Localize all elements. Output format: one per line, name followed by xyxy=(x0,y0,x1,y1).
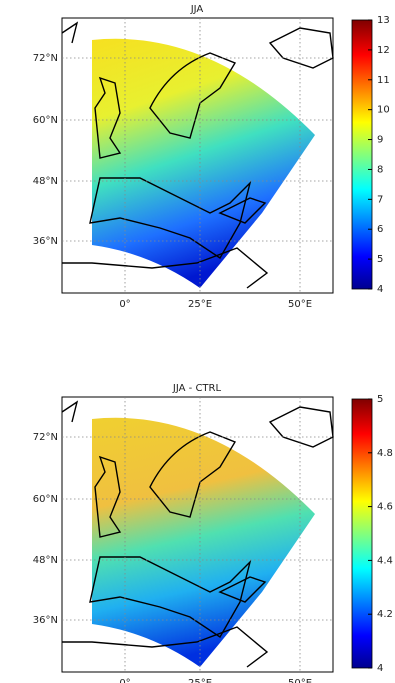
map-field xyxy=(92,417,315,667)
lon-label: 0° xyxy=(119,299,130,310)
colorbar-label: 11 xyxy=(377,75,390,86)
lon-label: 25°E xyxy=(188,299,212,310)
lat-label: 72°N xyxy=(33,432,58,443)
map-field xyxy=(92,38,315,288)
colorbar-label: 7 xyxy=(377,194,383,205)
colorbar-label: 13 xyxy=(377,15,390,26)
colorbar-label: 4.8 xyxy=(377,448,393,459)
lon-label: 0° xyxy=(119,678,130,683)
coastline xyxy=(89,52,267,259)
lat-label: 48°N xyxy=(33,176,58,187)
colorbar-label: 6 xyxy=(377,224,383,235)
lat-label: 60°N xyxy=(33,494,58,505)
colorbar-label: 5 xyxy=(377,394,383,405)
lat-label: 72°N xyxy=(33,53,58,64)
colorbar-label: 8 xyxy=(377,164,383,175)
lat-label: 48°N xyxy=(33,555,58,566)
lat-label: 60°N xyxy=(33,115,58,126)
lon-label: 25°E xyxy=(188,678,212,683)
lon-label: 50°E xyxy=(288,299,312,310)
colorbar-label: 12 xyxy=(377,45,390,56)
colorbar xyxy=(351,19,373,290)
colorbar-label: 4.4 xyxy=(377,555,393,566)
colorbar xyxy=(351,398,373,669)
colorbar-label: 4 xyxy=(377,663,383,674)
colorbar-label: 5 xyxy=(377,254,383,265)
lat-label: 36°N xyxy=(33,615,58,626)
colorbar-label: 4 xyxy=(377,284,383,295)
panel-title: JJA xyxy=(190,4,204,15)
coastline xyxy=(89,431,267,638)
colorbar-label: 4.2 xyxy=(377,609,393,620)
panel-title: JJA - CTRL xyxy=(172,383,222,394)
lat-label: 36°N xyxy=(33,236,58,247)
colorbar-label: 9 xyxy=(377,135,383,146)
lon-label: 50°E xyxy=(288,678,312,683)
colorbar-label: 10 xyxy=(377,105,390,116)
colorbar-label: 4.6 xyxy=(377,502,393,513)
